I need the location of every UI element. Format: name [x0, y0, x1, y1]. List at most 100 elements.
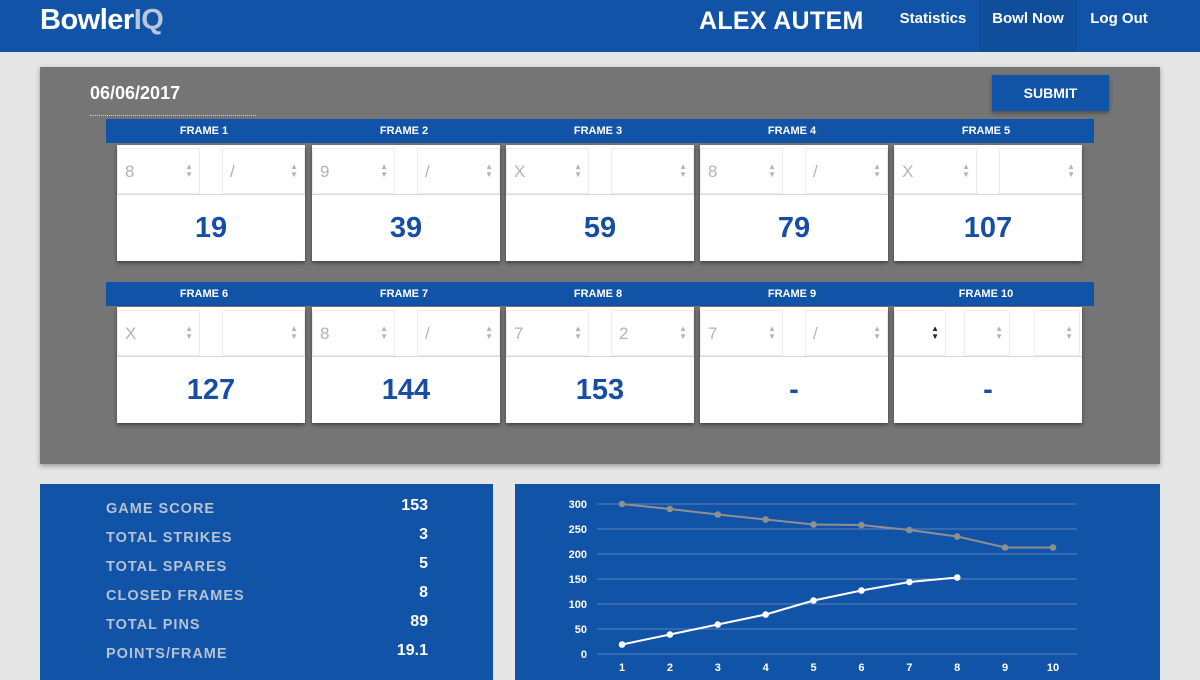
nav-bowl-now[interactable]: Bowl Now — [979, 0, 1077, 52]
throw-1-stepper[interactable]: X ▲ ▼ — [506, 148, 589, 194]
throw-1-stepper[interactable]: X ▲ ▼ — [117, 310, 200, 356]
throw-value: / — [425, 324, 430, 343]
throw-value: / — [813, 162, 818, 181]
throw-value: 8 — [320, 324, 330, 343]
throw-1-stepper[interactable]: 8 ▲ ▼ — [117, 148, 200, 194]
stepper-arrows-icon[interactable]: ▲ ▼ — [679, 324, 687, 341]
frame-card-7: 8 ▲ ▼ / ▲ ▼ 144 — [312, 307, 500, 423]
stat-label-closed-frames: CLOSED FRAMES — [106, 588, 245, 604]
stat-value-total-strikes: 3 — [419, 526, 428, 543]
stepper-arrows-icon[interactable]: ▲ ▼ — [768, 324, 776, 341]
nav-log-out[interactable]: Log Out — [1090, 10, 1148, 27]
stepper-arrows-icon[interactable]: ▲ ▼ — [185, 162, 193, 179]
stepper-arrows-icon[interactable]: ▲ ▼ — [185, 324, 193, 341]
stepper-arrows-icon[interactable]: ▲ ▼ — [290, 162, 298, 179]
stat-label-total-spares: TOTAL SPARES — [106, 559, 228, 575]
throw-2-stepper[interactable]: / ▲ ▼ — [805, 148, 888, 194]
stepper-arrows-icon[interactable]: ▲ ▼ — [290, 324, 298, 341]
stepper-arrows-icon[interactable]: ▲ ▼ — [380, 162, 388, 179]
frame-card-5: X ▲ ▼ ▲ ▼ 107 — [894, 145, 1082, 261]
throw-2-stepper[interactable]: ▲ ▼ — [611, 148, 694, 194]
throw-value: X — [125, 324, 137, 343]
frame-card-8: 7 ▲ ▼ 2 ▲ ▼ 153 — [506, 307, 694, 423]
throw-2-stepper[interactable]: ▲ ▼ — [999, 148, 1082, 194]
throw-1-stepper[interactable]: 8 ▲ ▼ — [700, 148, 783, 194]
stat-label-total-strikes: TOTAL STRIKES — [106, 530, 233, 546]
stat-label-points-per-frame: POINTS/FRAME — [106, 646, 228, 662]
throw-value: X — [902, 162, 914, 181]
stepper-arrows-icon[interactable]: ▲ ▼ — [768, 162, 776, 179]
y-tick-label: 200 — [569, 549, 587, 561]
throw-value: 2 — [619, 324, 629, 343]
frame-card-2: 9 ▲ ▼ / ▲ ▼ 39 — [312, 145, 500, 261]
stepper-arrows-icon[interactable]: ▲ ▼ — [1065, 324, 1073, 341]
series-2-point — [762, 611, 769, 618]
series-1-point — [762, 516, 769, 523]
frame-title-8: FRAME 8 — [573, 288, 623, 300]
throw-1-stepper[interactable]: 9 ▲ ▼ — [312, 148, 395, 194]
stepper-arrows-icon[interactable]: ▲ ▼ — [485, 324, 493, 341]
throw-inputs-row: ▲ ▼ ▲ ▼ ▲ ▼ — [894, 307, 1082, 357]
throw-value: 8 — [708, 162, 718, 181]
throw-1-stepper[interactable]: X ▲ ▼ — [894, 148, 977, 194]
frame-score: - — [983, 374, 993, 406]
frame-title-4: FRAME 4 — [767, 125, 817, 137]
stepper-arrows-icon[interactable]: ▲ ▼ — [873, 324, 881, 341]
stepper-arrows-icon[interactable]: ▲ ▼ — [995, 324, 1003, 341]
frame-title-6: FRAME 6 — [179, 288, 229, 300]
series-2-point — [858, 587, 865, 594]
throw-2-stepper[interactable]: 2 ▲ ▼ — [611, 310, 694, 356]
stepper-arrows-icon[interactable]: ▲ ▼ — [873, 162, 881, 179]
y-tick-label: 50 — [575, 624, 587, 636]
x-tick-label: 8 — [954, 662, 960, 674]
stat-label-game-score: GAME SCORE — [106, 501, 216, 517]
series-2-line — [621, 576, 958, 646]
frame-title-5: FRAME 5 — [961, 125, 1011, 137]
y-tick-label: 100 — [569, 599, 587, 611]
frame-card-10: ▲ ▼ ▲ ▼ ▲ ▼ - — [894, 307, 1082, 423]
throw-2-stepper[interactable]: / ▲ ▼ — [417, 310, 500, 356]
x-tick-label: 6 — [858, 662, 864, 674]
throw-2-stepper[interactable]: ▲ ▼ — [964, 310, 1010, 356]
stat-value-points-per-frame: 19.1 — [396, 642, 428, 659]
frame-score: 19 — [194, 212, 228, 244]
throw-inputs-row: 7 ▲ ▼ / ▲ ▼ — [700, 307, 888, 357]
throw-value: / — [813, 324, 818, 343]
throw-2-stepper[interactable]: ▲ ▼ — [222, 310, 305, 356]
stepper-arrows-icon[interactable]: ▲ ▼ — [574, 324, 582, 341]
throw-1-stepper[interactable]: 8 ▲ ▼ — [312, 310, 395, 356]
stepper-arrows-icon[interactable]: ▲ ▼ — [1067, 162, 1075, 179]
frame-score: 79 — [777, 212, 811, 244]
throw-2-stepper[interactable]: / ▲ ▼ — [805, 310, 888, 356]
stepper-arrows-icon[interactable]: ▲ ▼ — [485, 162, 493, 179]
game-date[interactable]: 06/06/2017 — [90, 83, 181, 103]
series-1-point — [714, 511, 722, 518]
series-1-point — [666, 505, 674, 513]
throw-2-stepper[interactable]: / ▲ ▼ — [417, 148, 500, 194]
stepper-arrows-icon[interactable]: ▲ ▼ — [931, 324, 939, 341]
frame-score: - — [789, 374, 799, 406]
frame-card-3: X ▲ ▼ ▲ ▼ 59 — [506, 145, 694, 261]
score-line-chart: 0 50 100 150 200 250 300 1 2 3 4 5 6 7 8 9 10 — [569, 499, 1077, 674]
throw-1-stepper[interactable]: 7 ▲ ▼ — [506, 310, 589, 356]
stepper-arrows-icon[interactable]: ▲ ▼ — [574, 162, 582, 179]
throw-2-stepper[interactable]: / ▲ ▼ — [222, 148, 305, 194]
app-logo[interactable]: BowlerIQ — [40, 4, 164, 37]
stepper-arrows-icon[interactable]: ▲ ▼ — [679, 162, 687, 179]
throw-1-stepper[interactable]: 7 ▲ ▼ — [700, 310, 783, 356]
frame-title-10: FRAME 10 — [958, 288, 1014, 300]
throw-3-stepper[interactable]: ▲ ▼ — [1034, 310, 1080, 356]
x-tick-label: 7 — [906, 662, 912, 674]
series-2-point — [714, 621, 722, 628]
frames-header-row-2 — [106, 282, 1094, 306]
throw-1-stepper[interactable]: ▲ ▼ — [894, 310, 946, 356]
top-navbar: BowlerIQ ALEX AUTEM Statistics Bowl Now … — [0, 0, 1200, 52]
stepper-arrows-icon[interactable]: ▲ ▼ — [380, 324, 388, 341]
stepper-arrows-icon[interactable]: ▲ ▼ — [962, 162, 970, 179]
x-tick-label: 1 — [619, 662, 625, 674]
stat-label-total-pins: TOTAL PINS — [106, 617, 201, 633]
submit-button[interactable]: SUBMIT — [992, 75, 1109, 111]
y-tick-label: 250 — [569, 524, 587, 536]
logo-text-bowler: Bowler — [40, 4, 134, 36]
nav-statistics[interactable]: Statistics — [899, 10, 967, 27]
